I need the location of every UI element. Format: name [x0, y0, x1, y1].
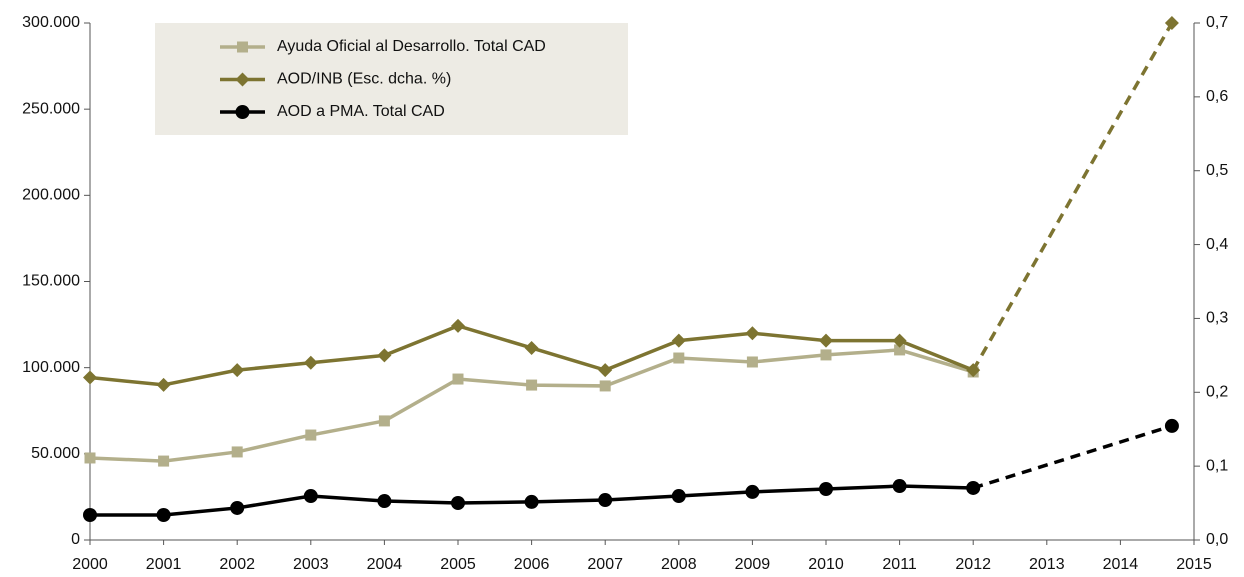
marker: [156, 377, 171, 392]
y-tick-label: 200.000: [22, 187, 80, 204]
marker: [158, 455, 170, 467]
x-tick-label: 2000: [72, 556, 108, 573]
legend-label: AOD/INB (Esc. dcha. %): [277, 71, 451, 88]
marker: [451, 495, 465, 510]
marker: [746, 356, 758, 368]
y-tick-label: 250.000: [22, 100, 80, 117]
marker: [230, 363, 245, 378]
marker: [673, 352, 685, 364]
marker: [377, 494, 392, 509]
marker: [819, 333, 833, 348]
x-tick-label: 2011: [882, 556, 917, 573]
marker: [820, 349, 832, 361]
marker: [303, 355, 318, 370]
marker: [966, 480, 981, 495]
y2-tick-label: 0,6: [1206, 88, 1228, 105]
marker: [745, 326, 760, 341]
marker: [84, 452, 96, 464]
y2-tick-label: 0,3: [1206, 310, 1228, 327]
y-tick-label: 50.000: [31, 445, 80, 462]
y2-tick-label: 0,4: [1206, 236, 1228, 253]
marker: [1164, 16, 1179, 30]
marker: [378, 415, 390, 427]
y2-tick-label: 0,1: [1206, 457, 1228, 474]
y-tick-label: 300.000: [22, 14, 80, 31]
x-tick-label: 2008: [661, 556, 697, 573]
x-tick-label: 2001: [146, 556, 182, 573]
x-tick-label: 2012: [955, 556, 991, 573]
x-tick-label: 2002: [219, 556, 255, 573]
x-tick-label: 2014: [1103, 556, 1139, 573]
x-tick-label: 2003: [293, 556, 329, 573]
legend-label: AOD a PMA. Total CAD: [277, 103, 445, 120]
marker: [451, 318, 465, 333]
marker: [377, 348, 392, 363]
marker: [524, 340, 539, 355]
x-tick-label: 2010: [808, 556, 844, 573]
marker: [894, 344, 906, 356]
marker: [524, 494, 539, 509]
marker: [892, 479, 907, 494]
x-tick-label: 2015: [1176, 556, 1212, 573]
y2-tick-label: 0,0: [1206, 531, 1228, 548]
marker: [892, 333, 907, 348]
marker: [230, 500, 245, 515]
marker: [452, 373, 464, 385]
x-tick-label: 2006: [514, 556, 550, 573]
marker: [231, 446, 243, 458]
legend-marker: [235, 72, 250, 87]
y2-tick-label: 0,2: [1206, 384, 1228, 401]
projection-line: [971, 22, 1174, 371]
marker: [598, 363, 613, 378]
legend-label: Ayuda Oficial al Desarrollo. Total CAD: [277, 38, 546, 55]
marker: [745, 484, 760, 499]
x-tick-label: 2009: [735, 556, 771, 573]
legend-marker: [237, 41, 248, 53]
x-tick-label: 2013: [1029, 556, 1065, 573]
legend-marker: [235, 105, 250, 119]
marker: [526, 379, 538, 391]
marker: [83, 508, 97, 523]
x-tick-label: 2007: [587, 556, 623, 573]
projection-line: [972, 424, 1173, 490]
marker: [599, 380, 611, 392]
series-line: [89, 348, 974, 463]
marker: [598, 493, 613, 508]
x-tick-label: 2005: [440, 556, 476, 573]
marker: [966, 363, 981, 378]
marker: [1164, 418, 1179, 433]
marker: [83, 370, 97, 385]
marker: [671, 489, 686, 504]
marker: [303, 489, 318, 504]
marker: [819, 481, 833, 496]
y-tick-label: 0: [71, 531, 80, 548]
y-tick-label: 100.000: [22, 359, 80, 376]
x-tick-label: 2004: [367, 556, 403, 573]
y2-tick-label: 0,7: [1206, 14, 1228, 31]
marker: [305, 429, 317, 441]
marker: [671, 333, 686, 348]
marker: [156, 508, 171, 523]
y-tick-label: 150.000: [22, 273, 80, 290]
y2-tick-label: 0,5: [1206, 162, 1228, 179]
